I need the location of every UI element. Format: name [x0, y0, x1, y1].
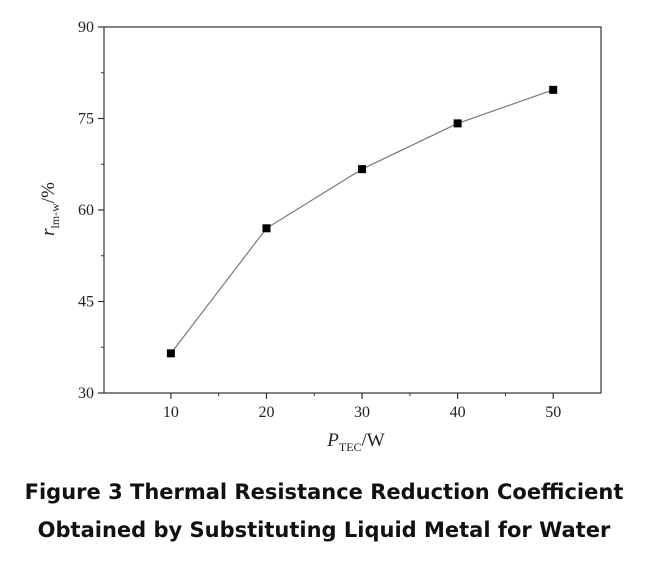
- x-axis-title-main: P: [326, 430, 339, 451]
- x-axis-title-sub: TEC: [339, 440, 362, 454]
- chart: 30 45 60 75 90 10 20 30 40 50 PTEC/W rlm-w/%: [38, 19, 602, 454]
- x-axis: 10 20 30 40 50: [163, 393, 561, 421]
- x-axis-title-suffix: /W: [362, 430, 385, 451]
- y-axis-title: rlm-w/%: [38, 182, 62, 236]
- y-tick-label: 90: [78, 19, 94, 36]
- y-tick-label: 45: [78, 294, 94, 311]
- data-point: [262, 224, 271, 233]
- x-tick-label: 50: [545, 404, 561, 421]
- series-line: [170, 89, 554, 354]
- data-points: [166, 85, 558, 358]
- figure-caption-line-1: Figure 3 Thermal Resistance Reduction Co…: [24, 480, 624, 504]
- y-axis-title-main: r: [38, 228, 59, 236]
- y-tick-label: 60: [78, 202, 94, 219]
- y-tick-label: 75: [78, 111, 94, 128]
- plot-border: [103, 26, 602, 394]
- data-point: [358, 165, 367, 174]
- data-point: [549, 85, 558, 94]
- x-axis-title: PTEC/W: [326, 430, 385, 454]
- figure-caption-line-2: Obtained by Substituting Liquid Metal fo…: [37, 518, 611, 542]
- y-tick-label: 30: [78, 385, 94, 402]
- y-axis-title-sub: lm-w: [48, 203, 62, 229]
- y-axis: 30 45 60 75 90: [78, 19, 104, 402]
- y-axis-title-suffix: /%: [38, 182, 59, 203]
- plot-frame: [103, 26, 602, 394]
- x-tick-label: 30: [354, 404, 370, 421]
- x-tick-label: 10: [163, 404, 179, 421]
- x-tick-label: 40: [450, 404, 466, 421]
- data-point: [453, 119, 462, 128]
- data-point: [166, 349, 175, 358]
- x-tick-label: 20: [258, 404, 274, 421]
